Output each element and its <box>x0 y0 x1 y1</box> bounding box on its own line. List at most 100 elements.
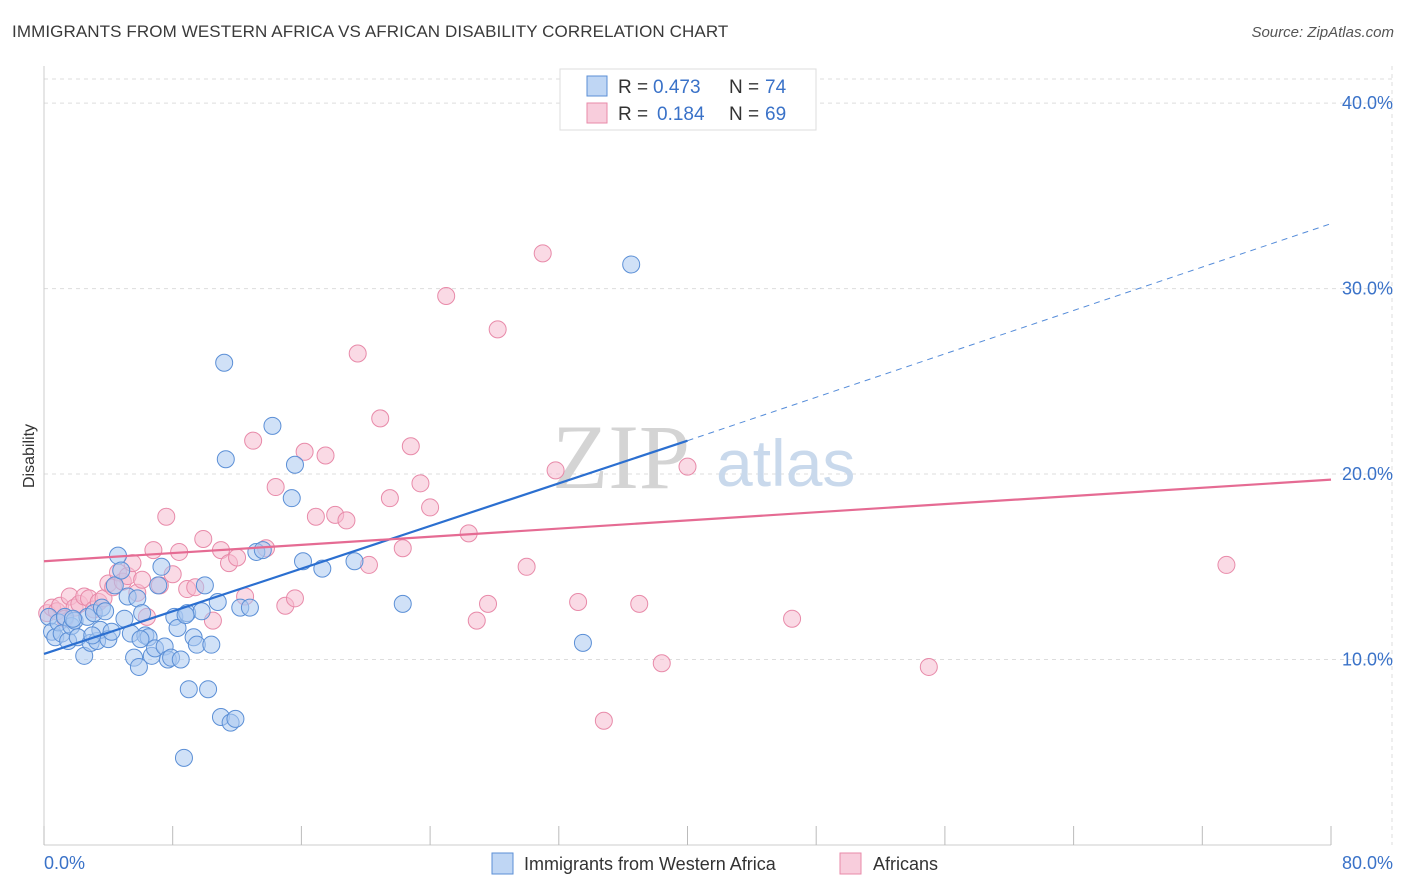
point-western-africa-44 <box>179 680 198 699</box>
point-western-africa-50 <box>202 635 221 654</box>
trend-line-western-africa-extension <box>687 223 1332 442</box>
point-africans-40 <box>295 442 314 461</box>
stats-swatch-pink <box>586 102 608 124</box>
point-western-africa-73 <box>131 630 150 649</box>
stats-r-value-2: 0.184 <box>657 104 705 125</box>
point-africans-42 <box>316 446 335 465</box>
point-western-africa-67 <box>393 594 412 613</box>
point-africans-59 <box>533 244 552 263</box>
legend-swatch-africans <box>839 852 862 875</box>
point-africans-52 <box>421 498 440 517</box>
point-africans-53 <box>437 286 456 305</box>
point-africans-39 <box>285 589 304 608</box>
point-western-africa-60 <box>263 416 282 435</box>
point-western-africa-68 <box>573 633 592 652</box>
point-western-africa-47 <box>192 602 211 621</box>
point-africans-61 <box>569 593 588 612</box>
point-western-africa-59 <box>253 541 272 560</box>
point-africans-67 <box>919 657 938 676</box>
point-africans-65 <box>678 457 697 476</box>
point-western-africa-35 <box>152 557 171 576</box>
point-western-africa-42 <box>174 748 193 767</box>
trend-line-africans <box>43 478 1332 563</box>
point-africans-24 <box>157 507 176 526</box>
trend-line-western-africa <box>43 439 688 656</box>
point-western-africa-61 <box>282 489 301 508</box>
tick-labels: 10.0% 20.0% 30.0% 40.0% 0.0% 80.0% <box>44 93 1393 873</box>
grid-lines <box>44 66 1393 845</box>
stats-n-value-2: 69 <box>765 104 786 125</box>
trend-lines <box>43 223 1332 656</box>
point-africans-29 <box>194 529 213 548</box>
point-western-africa-40 <box>168 618 187 637</box>
point-africans-56 <box>479 594 498 613</box>
point-western-africa-49 <box>199 680 218 699</box>
point-africans-37 <box>266 478 285 497</box>
point-africans-55 <box>467 611 486 630</box>
source-label: Source: ZipAtlas.com <box>1251 24 1394 41</box>
point-western-africa-53 <box>216 450 235 469</box>
point-africans-64 <box>652 654 671 673</box>
point-western-africa-28 <box>129 657 148 676</box>
point-africans-60 <box>546 461 565 480</box>
point-western-africa-17 <box>96 602 115 621</box>
point-western-africa-66 <box>345 552 364 571</box>
legend-label-western-africa: Immigrants from Western Africa <box>524 854 777 874</box>
y-tick-label-1: 20.0% <box>1342 464 1393 484</box>
watermark-atlas: atlas <box>716 426 855 500</box>
watermark: ZIP atlas <box>552 406 855 508</box>
stats-n-label-1: N = <box>729 77 759 98</box>
stats-n-label-2: N = <box>729 104 759 125</box>
point-western-africa-71 <box>63 609 82 628</box>
point-western-africa-34 <box>149 576 168 595</box>
y-axis-label: Disability <box>21 424 38 488</box>
point-africans-22 <box>144 541 163 560</box>
point-africans-44 <box>337 511 356 530</box>
point-western-africa-20 <box>105 576 124 595</box>
point-africans-41 <box>306 507 325 526</box>
point-western-africa-62 <box>294 552 313 571</box>
point-africans-68 <box>1217 555 1236 574</box>
point-africans-45 <box>348 344 367 363</box>
stats-r-label-2: R = <box>618 104 648 125</box>
point-western-africa-63 <box>215 353 234 372</box>
point-africans-50 <box>401 437 420 456</box>
point-africans-62 <box>594 711 613 730</box>
stats-legend: R = 0.473 N = 74 R = 0.184 N = 69 <box>559 68 817 131</box>
point-africans-58 <box>517 557 536 576</box>
x-tick-label-min: 0.0% <box>44 853 85 873</box>
y-tick-label-3: 40.0% <box>1342 93 1393 113</box>
point-africans-57 <box>488 320 507 339</box>
point-africans-47 <box>371 409 390 428</box>
stats-n-value-1: 74 <box>765 77 787 98</box>
legend-swatch-western-africa <box>491 852 514 875</box>
series-legend: Immigrants from Western Africa Africans <box>491 852 938 875</box>
stats-swatch-blue <box>586 75 608 97</box>
watermark-zip: ZIP <box>552 406 690 508</box>
point-western-africa-65 <box>313 559 332 578</box>
point-western-africa-64 <box>285 455 304 474</box>
point-western-africa-55 <box>226 709 245 728</box>
point-western-africa-48 <box>195 576 214 595</box>
y-tick-label-2: 30.0% <box>1342 279 1393 299</box>
point-africans-49 <box>393 539 412 558</box>
point-africans-48 <box>380 489 399 508</box>
point-africans-20 <box>133 570 152 589</box>
point-western-africa-41 <box>171 650 190 669</box>
stats-r-value-1: 0.473 <box>653 77 701 98</box>
data-points <box>38 244 1236 767</box>
axes <box>43 66 1332 846</box>
chart-title: IMMIGRANTS FROM WESTERN AFRICA VS AFRICA… <box>12 22 729 41</box>
point-africans-63 <box>630 594 649 613</box>
point-western-africa-57 <box>240 598 259 617</box>
point-western-africa-22 <box>112 561 131 580</box>
x-tick-label-max: 80.0% <box>1342 853 1393 873</box>
point-africans-33 <box>228 548 247 567</box>
point-africans-66 <box>783 609 802 628</box>
stats-r-label-1: R = <box>618 77 648 98</box>
point-western-africa-69 <box>622 255 641 274</box>
legend-label-africans: Africans <box>873 854 938 874</box>
point-africans-51 <box>411 474 430 493</box>
point-africans-35 <box>244 431 263 450</box>
